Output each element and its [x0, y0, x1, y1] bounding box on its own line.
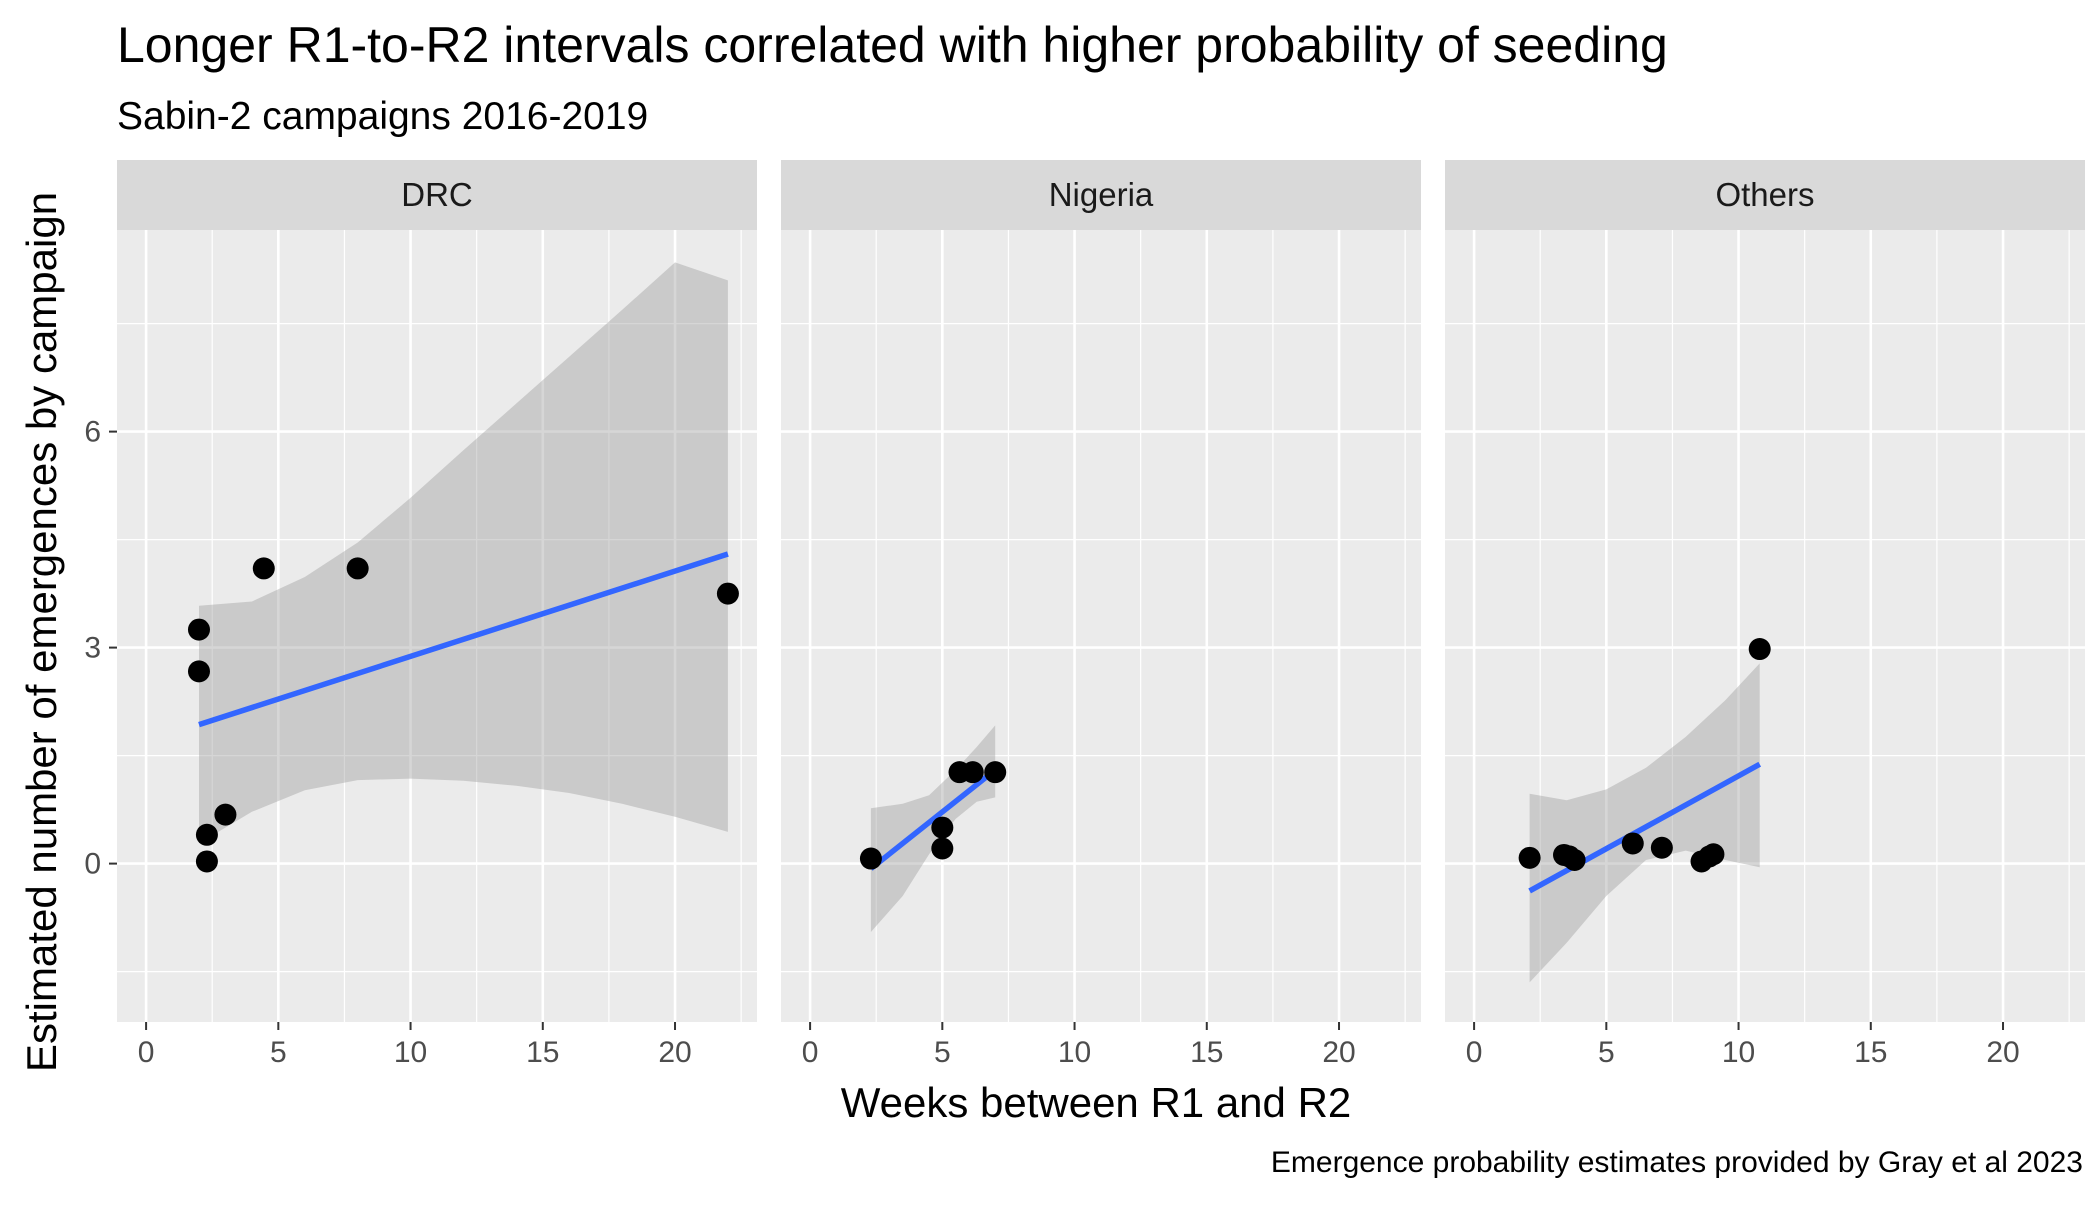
y-tick-label: 3	[84, 632, 101, 665]
regression-line	[198, 551, 729, 728]
data-point	[195, 823, 218, 846]
x-tick-label: 0	[802, 1036, 819, 1069]
chart-subtitle: Sabin-2 campaigns 2016-2019	[117, 95, 648, 138]
data-point	[1650, 836, 1673, 859]
data-point	[1518, 846, 1541, 869]
data-point	[214, 803, 237, 826]
regression-line	[1528, 761, 1762, 894]
confidence-ribbon	[199, 262, 728, 844]
chart-caption: Emergence probability estimates provided…	[1271, 1146, 2083, 1179]
data-point	[1748, 638, 1771, 661]
data-point	[931, 837, 954, 860]
y-tick-label: 0	[84, 848, 101, 881]
facet-panel-nigeria: Nigeria 0 5 10 15 20	[781, 160, 1421, 1069]
facet-strip	[1445, 160, 2085, 230]
data-point	[984, 761, 1007, 784]
facet-panel-drc: DRC 0 5 10 15 20 0 3 6	[84, 160, 757, 1069]
x-tick-label: 15	[1854, 1036, 1887, 1069]
x-tick-label: 15	[1190, 1036, 1223, 1069]
data-point	[961, 761, 984, 784]
data-point	[716, 582, 739, 605]
data-point	[1563, 849, 1586, 871]
facet-strip	[781, 160, 1421, 230]
y-axis-title: Estimated number of emergences by campai…	[18, 192, 65, 1072]
x-tick-label: 10	[394, 1036, 427, 1069]
y-tick-label: 6	[84, 416, 101, 449]
facet-strip-label: DRC	[401, 176, 473, 213]
data-point	[931, 816, 954, 839]
data-point	[252, 557, 275, 580]
data-point	[859, 847, 882, 870]
facet-panel-others: Others 0 5 10 15 20	[1445, 160, 2085, 1069]
x-tick-label: 20	[1986, 1036, 2019, 1069]
x-tick-label: 10	[1058, 1036, 1091, 1069]
data-point	[1621, 832, 1644, 855]
x-tick-label: 10	[1722, 1036, 1755, 1069]
facet-strip-label: Others	[1715, 176, 1814, 213]
confidence-ribbon	[1529, 663, 1760, 983]
x-tick-label: 5	[1598, 1036, 1615, 1069]
panel-background	[781, 230, 1421, 1022]
data-point	[187, 618, 210, 641]
regression-line	[869, 767, 997, 871]
x-tick-label: 20	[1322, 1036, 1355, 1069]
data-point	[1702, 843, 1725, 866]
x-tick-label: 15	[526, 1036, 559, 1069]
x-axis-title: Weeks between R1 and R2	[841, 1079, 1352, 1126]
panel-background	[1445, 230, 2085, 1022]
data-point	[346, 557, 369, 580]
x-tick-label: 5	[934, 1036, 951, 1069]
x-tick-label: 5	[270, 1036, 287, 1069]
panel-background	[117, 230, 757, 1022]
facet-strip-label: Nigeria	[1049, 176, 1154, 213]
x-tick-label: 0	[138, 1036, 155, 1069]
facet-panels: DRC 0 5 10 15 20 0 3 6 Nigeria 0 5 10 15 20 Others 0 5 10 1…	[84, 160, 2085, 1069]
x-tick-label: 0	[1466, 1036, 1483, 1069]
chart-title: Longer R1-to-R2 intervals correlated wit…	[117, 17, 1668, 73]
facet-strip	[117, 160, 757, 230]
data-point	[195, 850, 218, 873]
data-point	[187, 660, 210, 683]
x-tick-label: 20	[658, 1036, 691, 1069]
